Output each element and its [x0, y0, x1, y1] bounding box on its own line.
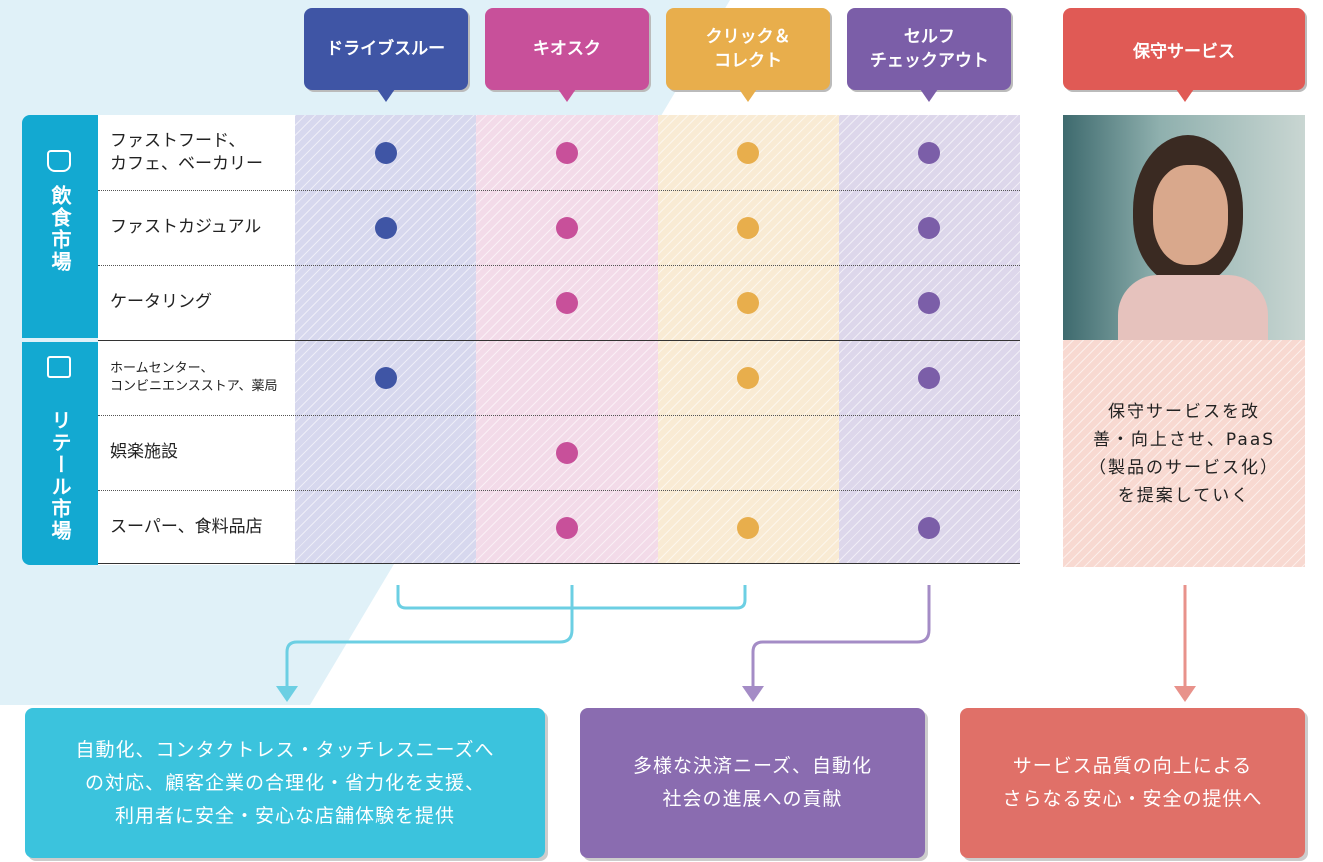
row-divider	[98, 190, 1020, 191]
outcome-line: 利用者に安全・安心な店舗体験を提供	[114, 804, 455, 827]
column-header: セルフチェックアウト	[847, 8, 1012, 90]
dot	[737, 516, 760, 539]
dot	[374, 216, 397, 239]
row-label-line: コンビニエンスストア、薬局	[110, 378, 278, 394]
dot	[374, 366, 397, 389]
row-label: ファストカジュアル	[98, 190, 295, 265]
row-divider	[98, 490, 1020, 491]
dot	[918, 366, 941, 389]
arrow	[276, 686, 298, 702]
outcome-line: さらなる安心・安全の提供へ	[1002, 788, 1263, 810]
header-line: クリック＆	[705, 27, 791, 47]
column-band	[476, 115, 658, 563]
dot	[555, 141, 578, 164]
group-label: 飲食市場	[48, 185, 72, 273]
column-header: キオスク	[484, 8, 649, 90]
header-pointer	[557, 89, 576, 102]
row-divider	[98, 265, 1020, 266]
row-label-line: ホームセンター、	[110, 360, 214, 376]
row-label-line: スーパー、食料品店	[110, 517, 263, 538]
header-pointer	[920, 89, 939, 102]
outcome-box: 多様な決済ニーズ、自動化 社会の進展への貢献	[580, 708, 925, 858]
dot	[918, 291, 941, 314]
row-divider	[98, 340, 1020, 341]
outcome-box: 自動化、コンタクトレス・タッチレスニーズへ の対応、顧客企業の合理化・省力化を支援…	[25, 708, 545, 858]
photo-body	[1118, 275, 1268, 340]
row-label: スーパー、食料品店	[98, 490, 295, 565]
row-label-line: 娯楽施設	[110, 442, 178, 463]
group-label-box	[22, 115, 98, 338]
dot	[918, 516, 941, 539]
group-icon	[47, 356, 71, 378]
header-pointer	[1176, 89, 1194, 102]
header-line: コレクト	[714, 51, 783, 71]
outcome-line: 社会の進展への貢献	[662, 788, 843, 810]
arrow	[1174, 686, 1196, 702]
header-line: キオスク	[532, 39, 601, 59]
header-line: ドライブスルー	[326, 39, 446, 59]
service-desc-line: （製品のサービス化）	[1089, 457, 1279, 478]
group-label: リテール市場	[48, 410, 72, 542]
table-bottom	[98, 563, 1020, 564]
row-divider	[98, 415, 1020, 416]
connector	[751, 585, 931, 690]
row-label-line: ファストカジュアル	[110, 217, 262, 238]
column-header: クリック＆ コレクト	[666, 8, 831, 90]
dot	[737, 366, 760, 389]
dot	[737, 141, 760, 164]
service-desc-line: 善・向上させ、PaaS	[1092, 429, 1276, 450]
row-label: ファストフード、 カフェ、ベーカリー	[98, 115, 295, 190]
service-desc-line: 保守サービスを改	[1108, 401, 1260, 422]
connector	[285, 585, 574, 690]
row-label: 娯楽施設	[98, 415, 295, 490]
dot	[555, 291, 578, 314]
header-line: チェックアウト	[869, 51, 989, 71]
dot	[555, 516, 578, 539]
dot	[918, 141, 941, 164]
header-pointer	[739, 89, 758, 102]
photo-face	[1153, 165, 1228, 265]
outcome-line: サービス品質の向上による	[1012, 755, 1253, 777]
header-pointer	[376, 89, 395, 102]
dot	[374, 141, 397, 164]
dot	[555, 216, 578, 239]
dot	[737, 216, 760, 239]
service-desc-line: を提案していく	[1117, 485, 1251, 506]
group-label-box	[22, 342, 98, 565]
group-icon	[47, 150, 71, 172]
outcome-line: 自動化、コンタクトレス・タッチレスニーズへ	[75, 738, 495, 761]
column-band	[838, 115, 1020, 563]
column-band	[295, 115, 477, 563]
arrow	[742, 686, 764, 702]
dot	[918, 216, 941, 239]
row-label: ホームセンター、コンビニエンスストア、薬局	[98, 340, 295, 415]
column-header: ドライブスルー	[303, 8, 468, 90]
row-label-line: カフェ、ベーカリー	[110, 153, 263, 174]
dot	[555, 441, 578, 464]
dot	[737, 291, 760, 314]
photo	[1063, 115, 1305, 340]
header-line: セルフ	[903, 27, 955, 47]
service-desc: 保守サービスを改 善・向上させ、PaaS （製品のサービス化） を提案していく	[1063, 340, 1305, 567]
outcome-line: 多様な決済ニーズ、自動化	[632, 755, 873, 777]
service-header: 保守サービス	[1063, 8, 1305, 90]
outcome-line: の対応、顧客企業の合理化・省力化を支援、	[84, 771, 485, 794]
row-label-line: ファストフード、	[110, 130, 246, 151]
row-label-line: ケータリング	[110, 292, 212, 313]
outcome-box: サービス品質の向上による さらなる安心・安全の提供へ	[960, 708, 1305, 858]
row-label: ケータリング	[98, 265, 295, 340]
column-band	[657, 115, 839, 563]
